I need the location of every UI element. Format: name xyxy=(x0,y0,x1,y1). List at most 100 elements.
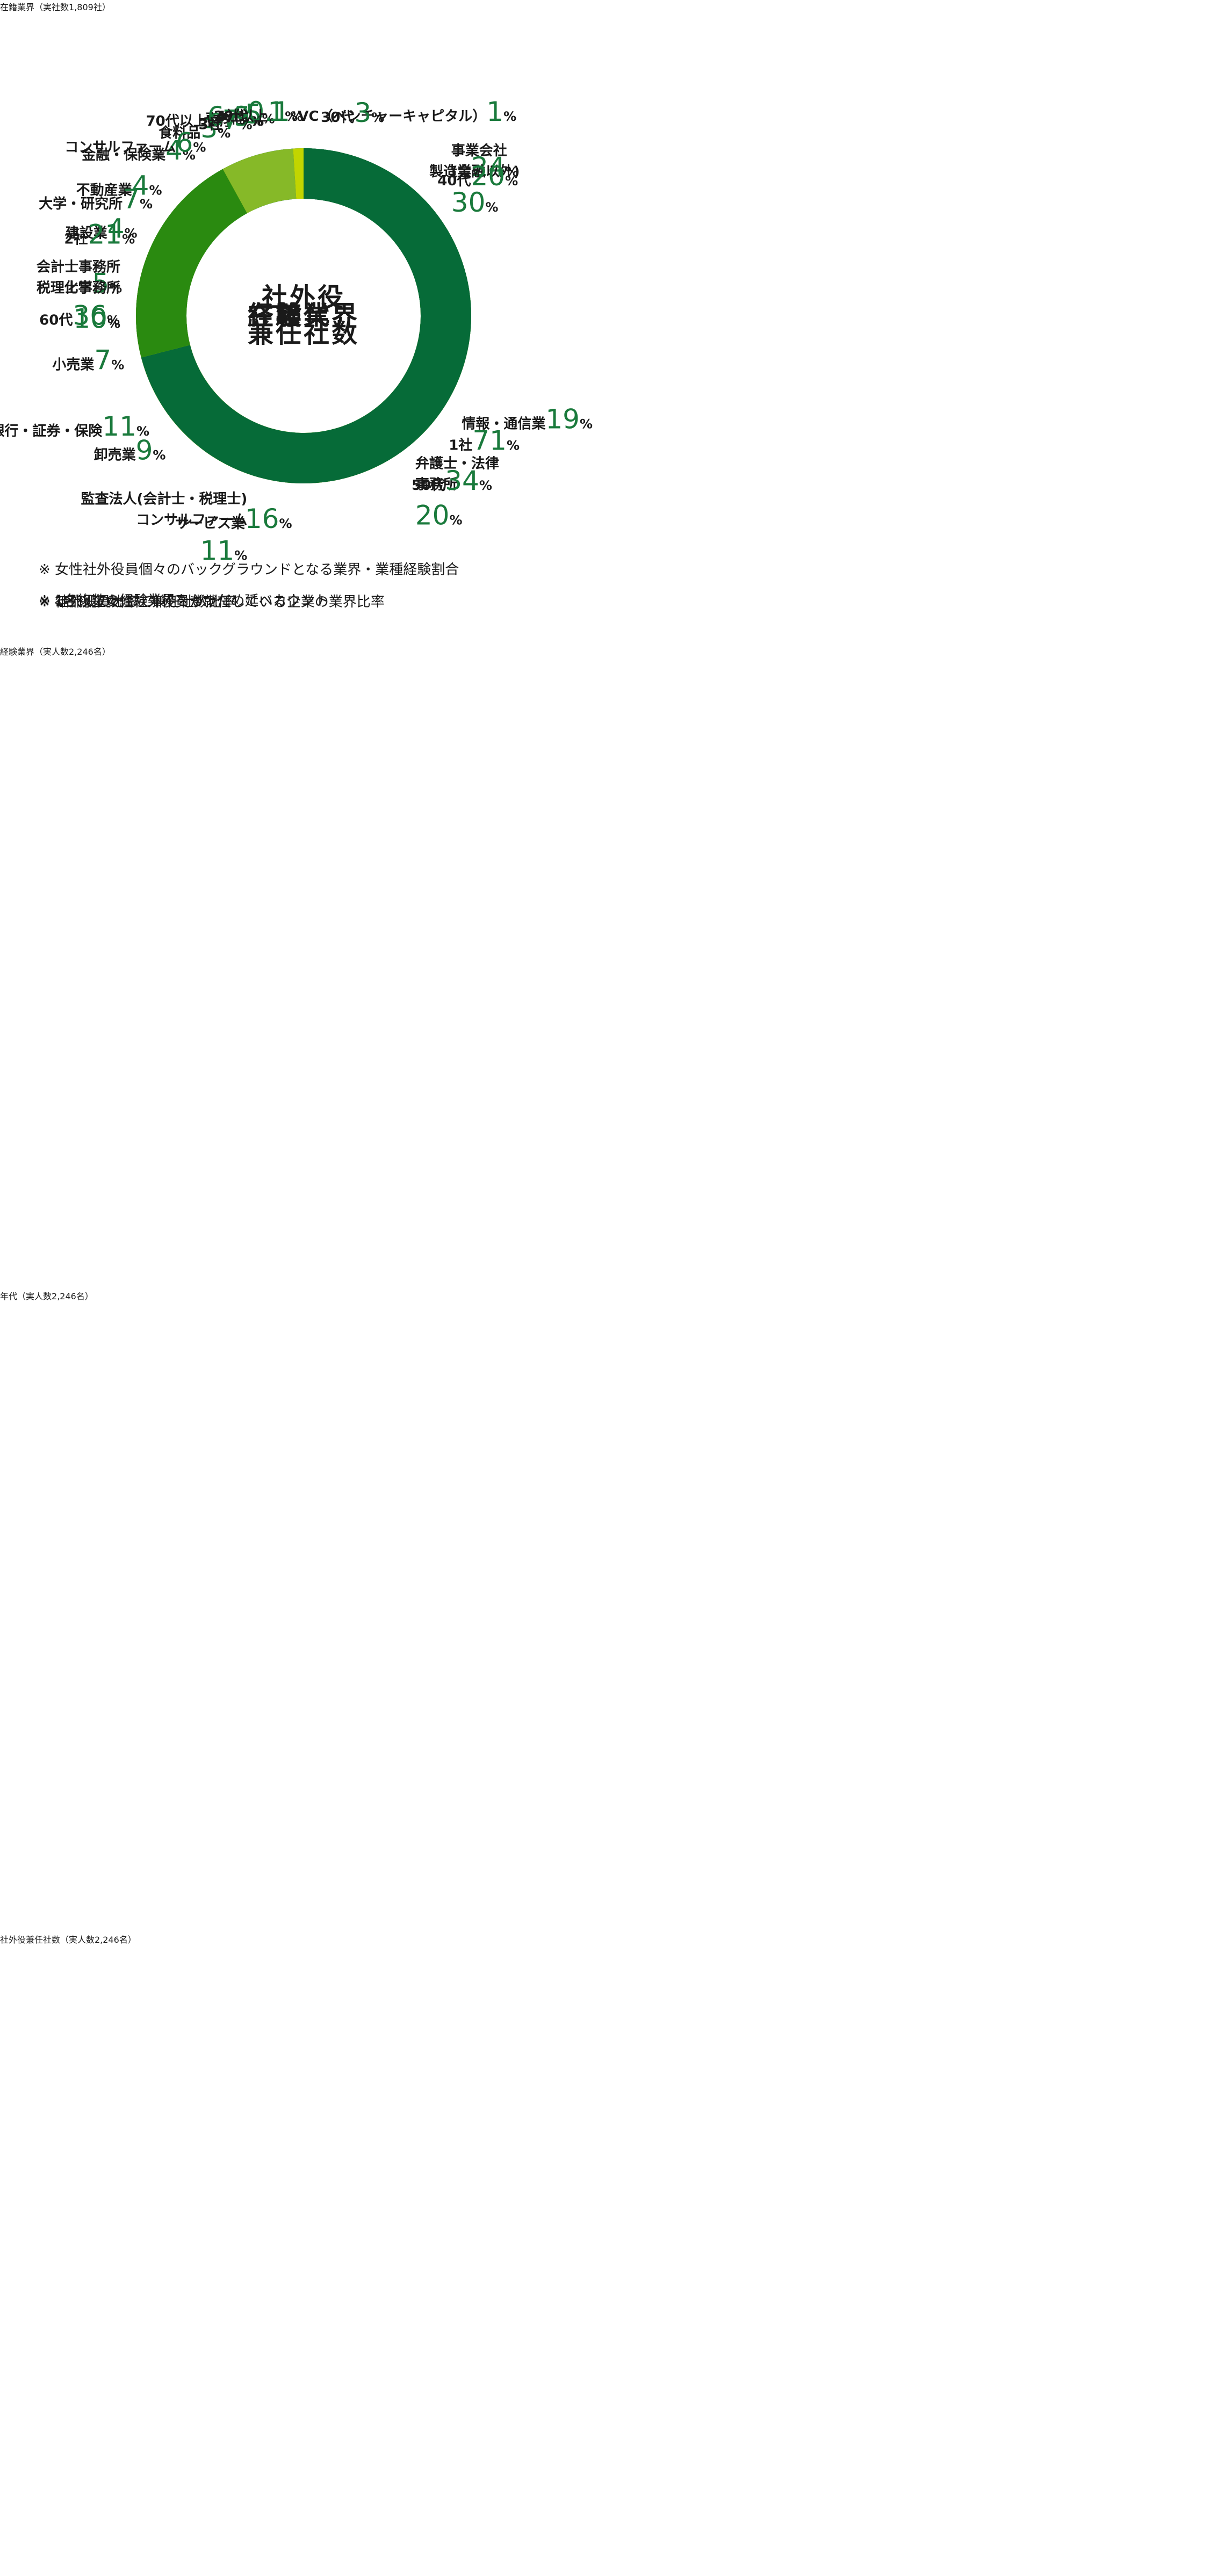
slice-label: 4社以上1% xyxy=(216,92,298,132)
value-wrap: 7% xyxy=(222,104,253,135)
value-wrap: 3% xyxy=(354,97,384,128)
slice-label: VC（ベンチャーキャピタル）1% xyxy=(298,92,516,132)
note: ※ 社外役員として兼任社数比率 xyxy=(39,594,236,610)
value-unit: % xyxy=(279,516,292,532)
slice-label: 2社21% xyxy=(64,215,135,255)
slice-label: 小売業7% xyxy=(52,340,124,380)
slice-label: その他5% xyxy=(203,95,275,135)
category-label: 卸売業 xyxy=(93,447,136,464)
slice-label: 銀行・証券・保険11% xyxy=(0,407,149,447)
value-label: 3 xyxy=(200,113,218,144)
value-unit: % xyxy=(285,109,298,125)
value-wrap: 4% xyxy=(132,170,162,201)
slice-label: 70代以上6.9% xyxy=(146,97,263,137)
value-wrap: 1% xyxy=(268,96,298,127)
category-label: 銀行・証券・保険 xyxy=(0,423,103,440)
note: ※ 年代別の比率 xyxy=(39,594,139,610)
category-label: コンサルファーム xyxy=(64,139,176,156)
value-label: 7 xyxy=(222,104,240,136)
value-wrap: 36% xyxy=(73,300,120,331)
slice-label: 化学5% xyxy=(64,264,122,304)
category-label: 食料品 xyxy=(158,125,201,142)
category-label: 20代 xyxy=(214,108,248,125)
value-wrap: 16% xyxy=(245,503,292,534)
slice-label: 1社71% xyxy=(449,421,520,461)
value-unit: % xyxy=(250,114,263,129)
value-label: 34 xyxy=(445,465,479,496)
category-label: 3社 xyxy=(198,117,222,133)
value-label: 20 xyxy=(415,499,450,531)
category-label: 70代以上 xyxy=(146,113,207,130)
value-label: 36 xyxy=(73,300,107,331)
slice-label: サービス業16% xyxy=(175,499,292,539)
chart-title: 年代（実人数2,246名） xyxy=(0,1289,608,1302)
value-label: 0.1 xyxy=(247,96,290,128)
chart-panel: 経験業界（実人数2,246名） 事業会社 (金融以外) 30% 弁護士・法律 事務所 2… xyxy=(0,96,606,1289)
value-wrap: 34% xyxy=(445,465,492,496)
center-label: 年代 xyxy=(275,300,332,331)
category-label: 1社 xyxy=(449,437,473,454)
donut-slice xyxy=(141,148,471,483)
value-unit: % xyxy=(136,424,150,439)
value-wrap: 7% xyxy=(94,344,124,375)
value-wrap: 20% xyxy=(471,161,518,192)
category-label: 50代 xyxy=(412,477,445,494)
value-unit: % xyxy=(153,447,166,463)
slice-label: 3社7% xyxy=(199,100,253,140)
value-label: 5 xyxy=(244,98,262,130)
subtitle-text: （実人数2,246名） xyxy=(17,1291,93,1301)
slice-label: 官庁 5% xyxy=(206,97,264,137)
subtitle-text: （実社数1,809社） xyxy=(34,2,111,12)
value-wrap: 0.1% xyxy=(247,96,303,127)
value-wrap: 4% xyxy=(107,213,138,244)
value-unit: % xyxy=(139,197,153,212)
donut-slice xyxy=(222,148,297,213)
value-wrap: 5% xyxy=(92,268,122,299)
category-label: 情報・通信業 xyxy=(462,416,546,432)
category-label: 大学・研究所 xyxy=(39,196,123,213)
value-wrap: 20% xyxy=(415,495,499,536)
value-unit: % xyxy=(218,126,231,141)
chart-panel: 社外役兼任社数（実人数2,246名） 1社71% 2社21% 3社7% 4社以上1% 社外… xyxy=(0,96,606,2576)
donut xyxy=(135,148,471,483)
slice-label: 30代3% xyxy=(321,93,384,133)
value-wrap: 19% xyxy=(545,404,593,435)
value-label: 4 xyxy=(132,170,149,201)
value-label: 21 xyxy=(88,219,122,250)
slice-label: 60代36% xyxy=(39,296,120,336)
value-label: 6.9 xyxy=(207,101,250,133)
category-label: 60代 xyxy=(39,312,73,329)
slice-label: 会計士事務所 税理士事務所 10% xyxy=(37,257,120,339)
value-wrap: 21% xyxy=(88,219,135,250)
title-text: 社外役兼任社数 xyxy=(0,1935,61,1945)
category-label: 監査法人(会計士・税理士) コンサルファーム xyxy=(81,490,248,528)
category-label: 不動産業 xyxy=(76,182,132,199)
value-label: 19 xyxy=(545,403,580,435)
slice-label: 大学・研究所7% xyxy=(39,179,153,220)
slice-label: 弁護士・法律 事務所 20% xyxy=(415,453,499,536)
value-unit: % xyxy=(251,113,264,129)
value-label: 30 xyxy=(451,187,486,219)
value-label: 3 xyxy=(354,97,372,128)
value-wrap: 24% xyxy=(471,151,518,183)
value-unit: % xyxy=(449,512,463,527)
value-label: 10 xyxy=(73,303,107,335)
value-unit: % xyxy=(182,148,196,163)
category-label: 官庁 xyxy=(206,113,234,129)
note: ※ 1名以上女性社外役員が就任している企業の業界比率 xyxy=(39,594,385,610)
value-wrap: 1% xyxy=(486,96,516,127)
value-label: 71 xyxy=(472,425,507,457)
value-wrap: 4% xyxy=(165,135,196,166)
category-label: 建設業 xyxy=(65,225,107,242)
value-label: 24 xyxy=(471,151,506,183)
value-unit: % xyxy=(149,183,162,198)
chart-title: 在籍業界（実社数1,809社） xyxy=(0,0,608,13)
category-label: その他 xyxy=(203,111,245,127)
value-unit: % xyxy=(262,111,275,127)
value-unit: % xyxy=(106,313,120,328)
value-label: 1 xyxy=(268,96,285,128)
value-unit: % xyxy=(107,316,121,331)
slice-label: 不動産業4% xyxy=(76,166,162,206)
value-wrap: 11% xyxy=(81,531,248,571)
donut-slice xyxy=(293,148,304,199)
